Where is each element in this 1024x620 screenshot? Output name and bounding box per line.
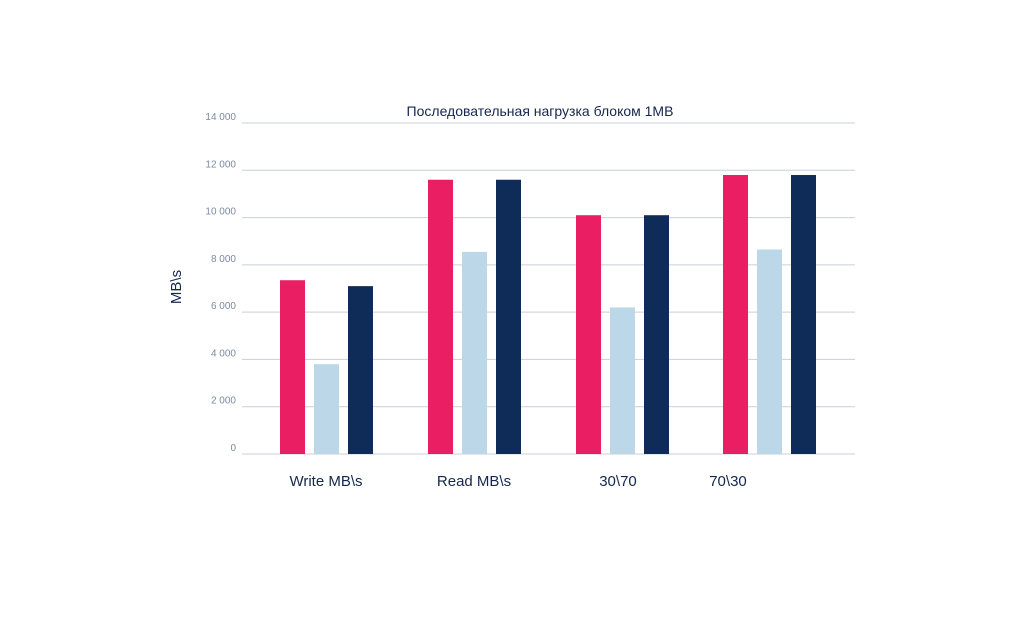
bar: [644, 215, 669, 454]
y-tick-label: 8 000: [211, 254, 236, 265]
bar: [723, 175, 748, 454]
bar: [610, 307, 635, 454]
y-tick-label: 12 000: [205, 159, 236, 170]
bar: [428, 179, 453, 454]
x-tick-label: Write MB\s: [289, 473, 362, 490]
y-tick-label: 14 000: [205, 112, 236, 123]
x-tick-label: 30\70: [599, 473, 637, 490]
y-tick-label: 6 000: [211, 301, 236, 312]
bar: [280, 280, 305, 454]
bar: [791, 175, 816, 454]
bar: [496, 179, 521, 454]
x-axis-ticks: Write MB\s Read MB\s 30\70 70\30: [289, 473, 746, 490]
y-tick-label: 2 000: [211, 396, 236, 407]
y-tick-label: 0: [230, 443, 236, 454]
y-axis-ticks: 0 2 000 4 000 6 000 8 000 10 000 12 000 14 000: [205, 112, 236, 454]
x-tick-label: Read MB\s: [437, 473, 511, 490]
y-tick-label: 4 000: [211, 348, 236, 359]
x-tick-label: 70\30: [709, 473, 747, 490]
bar: [576, 215, 601, 454]
y-tick-label: 10 000: [205, 207, 236, 218]
bars: [280, 175, 816, 454]
bar: [757, 249, 782, 454]
bar: [348, 286, 373, 454]
gridlines: [242, 122, 855, 455]
bar: [314, 364, 339, 454]
chart-title: Последовательная нагрузка блоком 1MB: [407, 103, 674, 119]
y-axis-label: MB\s: [168, 270, 185, 304]
bar: [462, 251, 487, 454]
